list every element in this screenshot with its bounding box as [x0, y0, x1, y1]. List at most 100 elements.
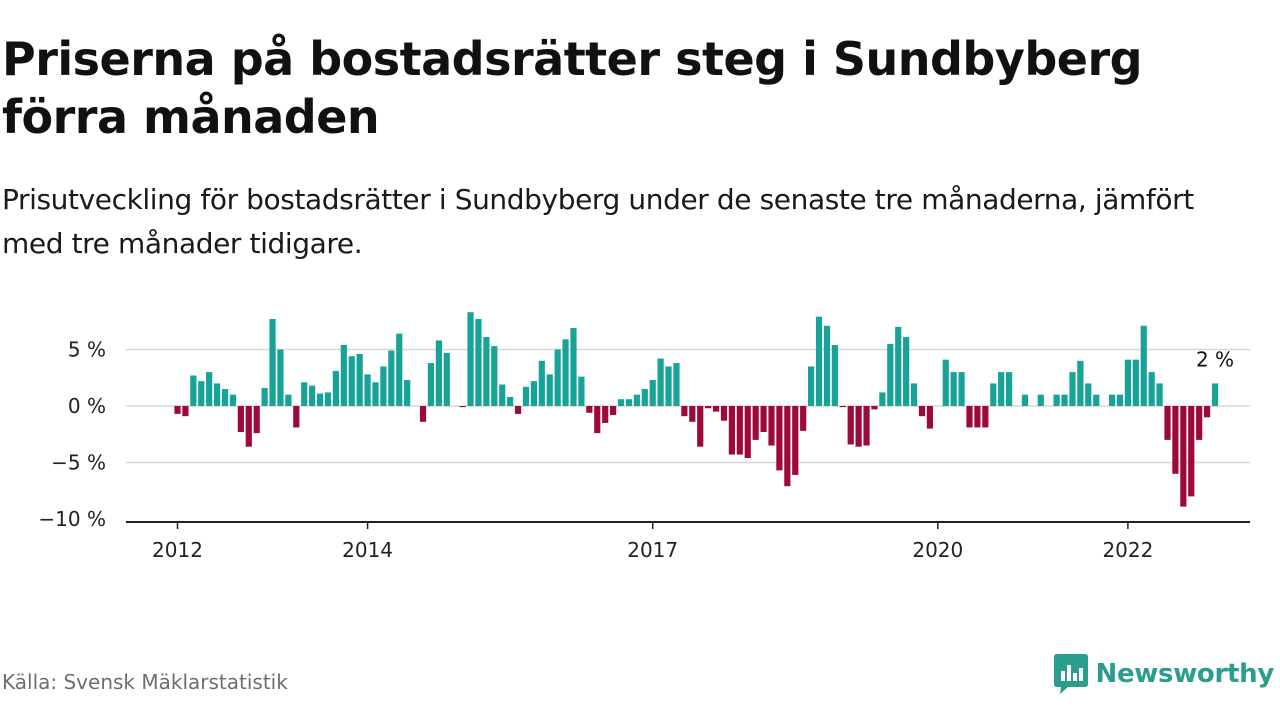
bar — [823, 325, 831, 406]
bar — [689, 406, 696, 422]
bar — [1148, 372, 1155, 406]
bar — [760, 406, 767, 432]
bar — [871, 406, 878, 410]
bar — [800, 406, 807, 431]
bar — [617, 399, 625, 406]
bar — [1124, 359, 1131, 406]
bar — [514, 406, 522, 414]
bar — [657, 358, 664, 406]
bar — [269, 318, 276, 406]
bar — [792, 406, 799, 475]
bar — [309, 385, 316, 406]
bar — [958, 372, 965, 406]
bar — [285, 394, 292, 406]
bar — [229, 394, 237, 406]
bar — [784, 406, 791, 487]
bar — [348, 356, 355, 406]
bar — [388, 350, 395, 406]
bar — [736, 406, 743, 455]
bar — [316, 393, 324, 406]
bar — [554, 349, 561, 406]
bar — [435, 340, 442, 406]
bar — [214, 383, 221, 406]
brand-name: Newsworthy — [1095, 659, 1275, 689]
bar — [459, 406, 466, 408]
bar — [744, 406, 751, 458]
bar — [1188, 406, 1195, 497]
bar — [633, 394, 640, 406]
last-value-label: 2 % — [1196, 347, 1234, 371]
bar — [332, 370, 339, 406]
bar — [293, 406, 300, 428]
bar — [1132, 359, 1139, 406]
bar — [712, 406, 720, 412]
bar — [831, 344, 838, 406]
bar — [974, 406, 981, 428]
bar — [665, 366, 672, 406]
bar — [728, 406, 735, 455]
bar — [483, 337, 490, 406]
bar — [1164, 406, 1171, 440]
bar — [1116, 394, 1124, 406]
bar-chart-logo-icon — [1053, 654, 1088, 694]
bar — [610, 406, 617, 416]
bar — [1077, 360, 1084, 406]
y-tick-label: 0 % — [68, 394, 106, 418]
bar — [1069, 372, 1076, 406]
bar — [586, 406, 593, 413]
bar — [863, 406, 870, 446]
bar — [253, 406, 260, 434]
bar — [174, 406, 181, 414]
bar — [182, 406, 189, 417]
x-tick-label: 2017 — [627, 538, 678, 562]
bar — [903, 337, 910, 406]
bar — [443, 352, 450, 406]
labels: 5 % 0 % −5 % −10 % 2012 2014 2017 2020 2022 2 % — [38, 338, 1234, 563]
bar — [499, 384, 506, 406]
bar — [839, 406, 846, 408]
y-tick-label: 5 % — [68, 338, 106, 362]
bar — [990, 383, 997, 406]
bar — [301, 382, 308, 406]
y-tick-label: −10 % — [38, 507, 106, 531]
bar — [808, 366, 815, 406]
bar — [895, 326, 902, 406]
brand-logo[interactable]: Newsworthy — [1053, 654, 1275, 694]
bar — [570, 328, 577, 406]
bar — [467, 312, 474, 406]
bar — [277, 349, 284, 406]
bar — [1037, 394, 1044, 406]
bar — [380, 366, 387, 406]
bar — [190, 375, 197, 406]
bar — [705, 406, 712, 409]
x-tick-label: 2020 — [912, 538, 963, 562]
bar — [752, 406, 759, 440]
bar — [815, 316, 823, 406]
bar — [641, 389, 648, 406]
bar — [1085, 383, 1092, 406]
bar — [697, 406, 704, 447]
bar — [1006, 372, 1013, 406]
bar — [522, 386, 530, 406]
axes — [126, 521, 1250, 529]
bar — [776, 406, 783, 471]
bar — [942, 359, 949, 406]
bar — [1196, 406, 1203, 440]
x-tick-label: 2022 — [1102, 538, 1153, 562]
bar — [261, 387, 268, 406]
chart-subtitle: Prisutveckling för bostadsrätter i Sundb… — [2, 183, 1194, 260]
bar — [1172, 406, 1179, 474]
bars — [174, 312, 1219, 507]
bar — [625, 399, 633, 406]
source-note: Källa: Svensk Mäklarstatistik — [2, 670, 288, 694]
bar — [910, 383, 918, 406]
bar — [998, 372, 1005, 406]
bar — [340, 344, 347, 406]
bar — [221, 389, 229, 406]
bar — [507, 396, 514, 406]
bar — [847, 406, 854, 445]
bar — [491, 346, 498, 406]
price-change-bar-chart: 5 % 0 % −5 % −10 % 2012 2014 2017 2020 2022 2 % — [38, 312, 1250, 563]
bar — [879, 392, 886, 406]
bar — [855, 406, 862, 447]
